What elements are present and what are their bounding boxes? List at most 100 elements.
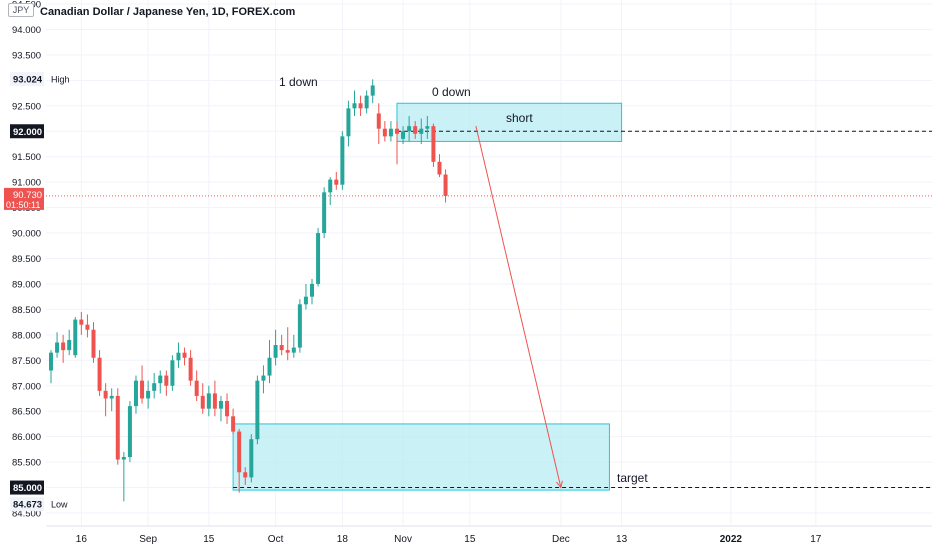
candle[interactable]: [73, 317, 78, 358]
candle[interactable]: [297, 299, 302, 353]
candle[interactable]: [212, 380, 217, 417]
candle[interactable]: [115, 388, 120, 465]
candle[interactable]: [91, 322, 96, 363]
candle[interactable]: [346, 100, 351, 147]
candle[interactable]: [61, 334, 66, 363]
time-tick-label: Dec: [552, 534, 570, 545]
level-85-label[interactable]: 85.000: [10, 480, 44, 495]
arrow-line[interactable]: [475, 126, 562, 488]
candle[interactable]: [261, 365, 266, 394]
candle[interactable]: [79, 311, 84, 335]
candles-group[interactable]: [49, 79, 448, 502]
candle[interactable]: [243, 467, 248, 486]
candle[interactable]: [218, 395, 223, 422]
candle[interactable]: [382, 121, 387, 142]
candle[interactable]: [316, 227, 321, 287]
candle-body: [249, 439, 254, 478]
price-tick-label: 91.500: [12, 152, 41, 163]
candle[interactable]: [437, 154, 442, 178]
zone-target[interactable]: [232, 423, 610, 491]
annotations: 1 down 0 down short target: [279, 75, 648, 485]
candle[interactable]: [328, 177, 333, 206]
price-tick-label: 94.000: [12, 25, 41, 36]
candle[interactable]: [55, 332, 60, 358]
candle-body: [212, 393, 217, 409]
candle[interactable]: [146, 380, 151, 409]
candle[interactable]: [376, 103, 381, 144]
candle[interactable]: [237, 429, 242, 493]
candle[interactable]: [85, 314, 90, 338]
trade-arrow[interactable]: [475, 126, 563, 489]
candle[interactable]: [152, 373, 157, 399]
candle[interactable]: [109, 388, 114, 412]
time-axis[interactable]: 16 Sep 15 Oct 18 Nov 15 Dec 13 2022 17: [46, 525, 932, 545]
low-price-label[interactable]: 84.673 Low: [10, 497, 68, 512]
candle[interactable]: [401, 126, 406, 144]
candle[interactable]: [103, 383, 108, 417]
candle-body: [328, 179, 333, 193]
high-price-label[interactable]: 93.024 High: [10, 72, 70, 87]
candle[interactable]: [443, 169, 448, 203]
candle[interactable]: [394, 121, 399, 165]
candle[interactable]: [170, 355, 175, 391]
candle[interactable]: [303, 283, 308, 310]
candle[interactable]: [140, 365, 145, 404]
candle[interactable]: [358, 95, 363, 116]
candle[interactable]: [425, 115, 430, 139]
candle-body: [231, 416, 236, 432]
candle[interactable]: [279, 334, 284, 356]
candle[interactable]: [255, 375, 260, 445]
candle[interactable]: [364, 90, 369, 114]
low-price-label-box: [10, 497, 44, 512]
price-scale[interactable]: 94.50094.00093.50093.00092.50092.00091.5…: [4, 0, 70, 520]
candle-body: [322, 192, 327, 234]
candle[interactable]: [407, 115, 412, 142]
horizontal-lines[interactable]: [46, 130, 932, 489]
level-92-label-text: 92.000: [13, 127, 42, 138]
candle[interactable]: [388, 121, 393, 142]
candle[interactable]: [291, 334, 296, 358]
candle[interactable]: [164, 370, 169, 396]
candle[interactable]: [334, 171, 339, 190]
candle[interactable]: [133, 375, 138, 414]
candle[interactable]: [176, 342, 181, 368]
candle[interactable]: [206, 385, 211, 417]
candle[interactable]: [340, 131, 345, 190]
candle[interactable]: [97, 350, 102, 396]
candle-body: [49, 352, 53, 371]
candle[interactable]: [267, 339, 272, 384]
candle[interactable]: [285, 327, 290, 361]
candle[interactable]: [121, 451, 126, 502]
candle[interactable]: [310, 278, 315, 305]
candle[interactable]: [413, 121, 418, 139]
candle[interactable]: [188, 350, 193, 386]
candle[interactable]: [231, 408, 236, 435]
price-tick-label: 88.000: [12, 330, 41, 341]
candle[interactable]: [194, 370, 199, 402]
current-price-text: 90.730: [13, 190, 42, 201]
candle[interactable]: [352, 90, 357, 116]
candle[interactable]: [273, 329, 278, 366]
candle[interactable]: [370, 79, 375, 104]
candle[interactable]: [431, 123, 436, 167]
candle[interactable]: [200, 383, 205, 414]
candle-body: [164, 375, 169, 386]
price-tick-label: 86.000: [12, 432, 41, 443]
candle[interactable]: [49, 350, 53, 384]
currency-badge[interactable]: JPY: [8, 3, 34, 17]
level-92-label[interactable]: 92.000: [10, 124, 44, 139]
candle[interactable]: [182, 347, 187, 366]
price-tick-label: 90.000: [12, 229, 41, 240]
candle[interactable]: [225, 393, 230, 424]
candle[interactable]: [249, 434, 254, 483]
candle[interactable]: [419, 118, 424, 144]
candle[interactable]: [127, 401, 132, 463]
candle[interactable]: [158, 370, 163, 394]
price-zones[interactable]: [232, 102, 623, 491]
candle[interactable]: [67, 329, 72, 356]
candle-body: [370, 85, 375, 96]
candle[interactable]: [322, 187, 327, 239]
